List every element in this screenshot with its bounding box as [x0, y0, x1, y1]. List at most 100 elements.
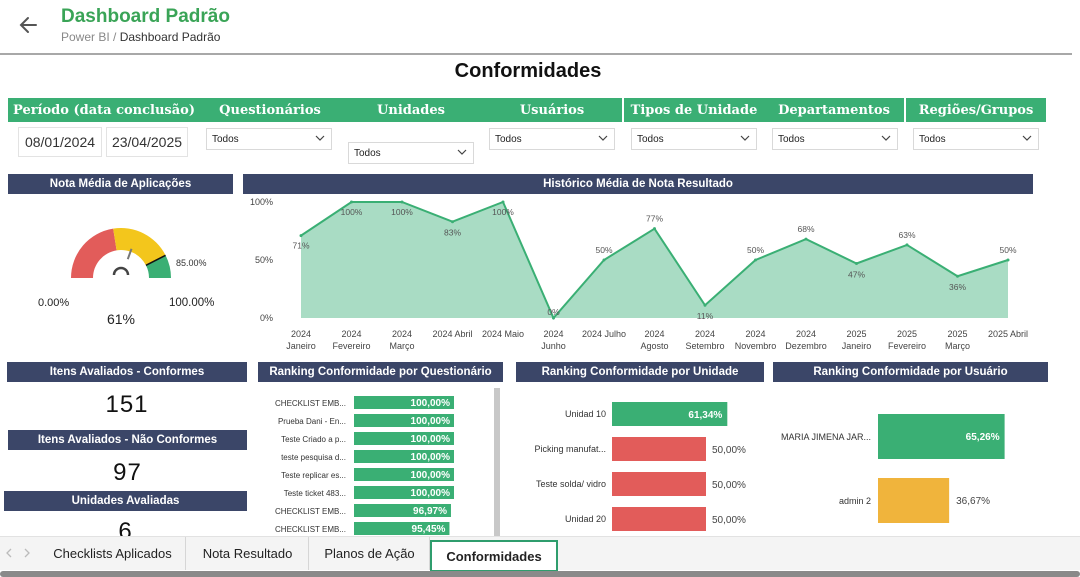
ranking-unidade-value: 50,00% [712, 480, 746, 491]
tab-planos-de-acao[interactable]: Planos de Ação [310, 537, 430, 570]
x-tick-label: Janeiro [842, 341, 872, 351]
history-data-label: 11% [697, 311, 714, 321]
tipos-unidade-dropdown[interactable]: Todos [631, 128, 757, 150]
history-data-label: 0% [547, 307, 560, 317]
x-tick-label: 2024 [796, 329, 816, 339]
usuarios-dropdown-value: Todos [495, 133, 522, 145]
chevron-down-icon [457, 149, 467, 155]
history-data-label: 71% [292, 241, 309, 251]
history-point [1006, 258, 1010, 262]
tipos-unidade-dropdown-value: Todos [637, 133, 664, 145]
breadcrumb-current: Dashboard Padrão [119, 30, 221, 44]
history-point [501, 200, 505, 204]
ranking-unidade-value: 50,00% [712, 445, 746, 456]
tab-scroll-right-icon[interactable] [22, 546, 32, 565]
x-tick-label: Dezembro [785, 341, 827, 351]
date-start-input[interactable]: 08/01/2024 [18, 127, 102, 157]
history-panel-header: Histórico Média de Nota Resultado [243, 174, 1033, 194]
history-area-fill [301, 202, 1008, 318]
x-tick-label: 2024 [695, 329, 715, 339]
ranking-questionario-bar [354, 522, 450, 535]
departamentos-dropdown[interactable]: Todos [772, 128, 898, 150]
ranking-questionario-value: 100,00% [411, 488, 451, 499]
ranking-usuario-category: admin 2 [839, 496, 871, 506]
tab-checklists-aplicados[interactable]: Checklists Aplicados [40, 537, 186, 570]
kpi-conformes-header: Itens Avaliados - Conformes [7, 362, 247, 382]
report-title: Conformidades [454, 60, 602, 82]
ranking-questionario-value: 95,45% [412, 524, 446, 535]
x-tick-label: 2024 Abril [432, 329, 472, 339]
ranking-questionario-header: Ranking Conformidade por Questionário [258, 362, 503, 382]
kpi-unidades-header: Unidades Avaliadas [4, 491, 247, 511]
ranking-unidade-header: Ranking Conformidade por Unidade [516, 362, 764, 382]
ranking-questionario-scrollbar [494, 388, 500, 536]
history-data-label: 100% [391, 207, 413, 217]
x-tick-label: Agosto [640, 341, 668, 351]
kpi-nao-conformes-header: Itens Avaliados - Não Conformes [8, 430, 247, 450]
unidades-dropdown[interactable]: Todos [348, 142, 474, 164]
x-tick-label: 2024 [392, 329, 412, 339]
breadcrumb-root[interactable]: Power BI [61, 30, 110, 44]
usuarios-dropdown[interactable]: Todos [489, 128, 615, 150]
x-tick-label: 2024 [291, 329, 311, 339]
filter-regioes-header: Regiões/Grupos [906, 98, 1046, 122]
history-point [653, 227, 656, 231]
ranking-questionario-category: CHECKLIST EMB... [275, 507, 346, 516]
ranking-usuario-value: 65,26% [966, 432, 1000, 443]
history-point [956, 274, 959, 278]
ranking-unidade-category: Teste solda/ vidro [536, 479, 606, 489]
filter-periodo-header: Período (data conclusão) [8, 98, 200, 122]
x-tick-label: 2024 [543, 329, 563, 339]
tab-nota-resultado[interactable]: Nota Resultado [187, 537, 309, 570]
gauge-red-segment [71, 228, 117, 278]
x-tick-label: Março [389, 341, 414, 351]
ranking-questionario-bar [354, 396, 454, 409]
departamentos-dropdown-value: Todos [778, 133, 805, 145]
x-tick-label: 2024 Julho [582, 329, 626, 339]
gauge-yellow-segment [113, 228, 166, 266]
x-tick-label: Março [945, 341, 970, 351]
x-tick-label: 2024 [341, 329, 361, 339]
ranking-questionario-value: 96,97% [413, 506, 447, 517]
ranking-unidade-chart: Unidad 10 61,34% Picking manufat... 50,00% T… [534, 402, 746, 531]
date-end-input[interactable]: 23/04/2025 [106, 127, 188, 157]
ranking-questionario-bar [354, 486, 454, 499]
filter-unidades-header: Unidades [340, 98, 482, 122]
ranking-questionario-value: 100,00% [411, 470, 451, 481]
ranking-questionario-bar [354, 414, 454, 427]
gauge-max-label: 100.00% [169, 297, 214, 309]
x-tick-label: Novembro [735, 341, 777, 351]
history-data-label: 77% [646, 214, 663, 224]
ranking-unidade-category: Unidad 20 [565, 514, 606, 524]
breadcrumb-separator: / [113, 30, 117, 44]
back-arrow-icon[interactable] [14, 12, 44, 38]
filter-tipos-header: Tipos de Unidade [624, 98, 764, 122]
history-point [299, 234, 303, 238]
chevron-down-icon [315, 135, 325, 141]
questionarios-dropdown[interactable]: Todos [206, 128, 332, 150]
tab-conformidades[interactable]: Conformidades [430, 540, 558, 572]
x-tick-label: 2024 [644, 329, 664, 339]
gauge-green-segment [145, 255, 171, 278]
filter-usuarios-header: Usuários [482, 98, 622, 122]
horizontal-scrollbar[interactable] [0, 571, 1080, 577]
ranking-questionario-chart: CHECKLIST EMB... 100,00% Prueba Dani - En.… [275, 388, 500, 536]
gauge-value-label: 61% [107, 311, 135, 327]
unidades-dropdown-value: Todos [354, 147, 381, 159]
ranking-unidade-bar [612, 507, 706, 531]
history-data-label: 50% [595, 245, 612, 255]
regioes-dropdown[interactable]: Todos [913, 128, 1039, 150]
header-divider [0, 53, 1072, 55]
history-data-label: 50% [747, 245, 764, 255]
tab-scroll-left-icon[interactable] [4, 546, 14, 565]
ranking-questionario-value: 100,00% [411, 452, 451, 463]
history-point [552, 316, 555, 320]
ranking-questionario-value: 100,00% [411, 416, 451, 427]
gauge-chart: 85.00% 0.00% 100.00% 61% [38, 228, 214, 327]
ranking-questionario-bar [354, 468, 454, 481]
ranking-questionario-value: 100,00% [411, 434, 451, 445]
ranking-questionario-category: Teste replicar es... [281, 471, 346, 480]
ranking-unidade-category: Picking manufat... [534, 444, 606, 454]
history-data-label: 68% [797, 224, 814, 234]
x-tick-label: Fevereiro [332, 341, 370, 351]
